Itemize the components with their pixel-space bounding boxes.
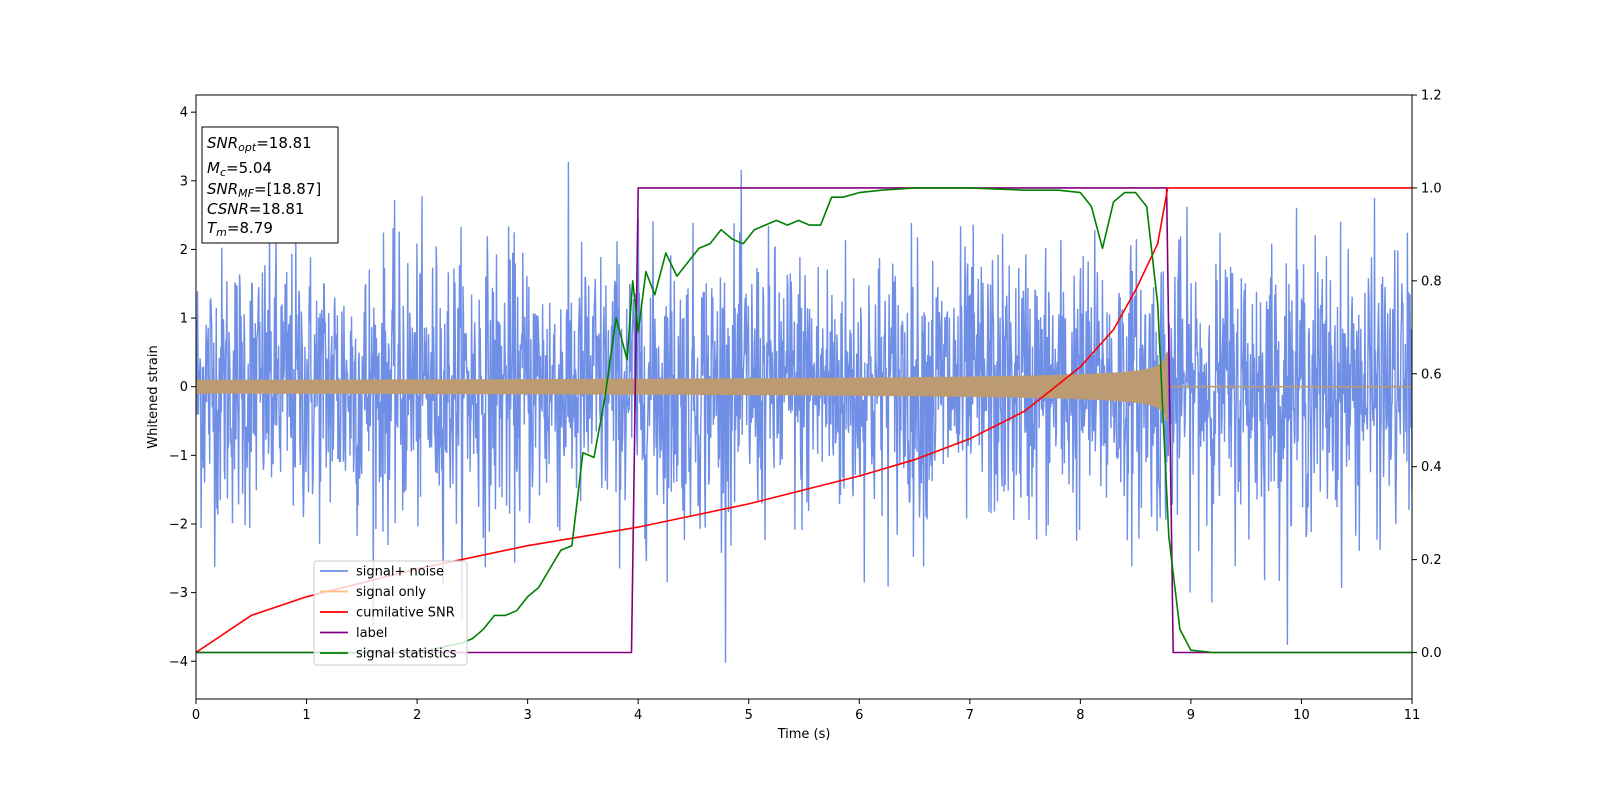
x-tick-label: 8 [1076,708,1084,723]
y-tick-label-left: −4 [169,655,188,670]
x-tick-label: 4 [634,708,642,723]
x-tick-label: 3 [523,708,531,723]
y-tick-label-left: −3 [169,586,188,601]
legend-entry-label: label [356,626,387,641]
series-signal-only-band [196,351,1168,423]
y-tick-label-right: 0.4 [1421,460,1442,475]
y-tick-label-right: 0.0 [1421,646,1442,661]
legend-entry-label: signal only [356,585,426,600]
legend: signal+ noise signal only cumilative SNR la… [313,560,468,666]
x-tick-label: 1 [302,708,310,723]
x-tick-label: 7 [966,708,974,723]
legend-entry-label: signal+ noise [356,565,444,580]
y-tick-label-right: 0.2 [1421,553,1442,568]
series-signal-statistics [196,187,1412,654]
y-axis-label: Whitened strain [146,345,161,448]
info-box-line: SNRMF=[18.87] [207,180,321,200]
y-tick-label-right: 0.8 [1421,274,1442,289]
x-tick-label: 11 [1404,708,1421,723]
ticks-layer: 0 1 2 3 4 5 6 7 8 9 10 1143210−1−2−3−41.21.00.80.60… [169,89,1442,724]
y-tick-label-left: 2 [180,243,188,258]
x-tick-label: 5 [745,708,753,723]
info-box-line: SNRopt=18.81 [207,134,312,154]
plot-frame [195,94,1413,700]
y-tick-label-left: 0 [180,380,188,395]
info-box: SNRopt=18.81 Mc=5.04SNRMF=[18.87]CSNR=18.… [201,126,339,244]
y-tick-label-right: 1.0 [1421,181,1442,196]
x-tick-label: 0 [192,708,200,723]
x-tick-label: 2 [413,708,421,723]
y-tick-label-left: 4 [180,106,188,121]
y-tick-label-left: −1 [169,449,188,464]
info-box-line: Mc=5.04 [207,159,272,179]
legend-entry-label: signal statistics [356,647,457,662]
x-tick-label: 10 [1293,708,1310,723]
y-tick-label-right: 1.2 [1421,89,1442,104]
y-tick-label-left: −2 [169,517,188,532]
series-layer [196,161,1412,663]
info-box-line: Tm=8.79 [207,219,273,239]
x-tick-label: 6 [855,708,863,723]
x-axis-label: Time (s) [777,727,831,742]
x-tick-label: 9 [1187,708,1195,723]
y-tick-label-left: 1 [180,312,188,327]
y-tick-label-right: 0.6 [1421,367,1442,382]
info-box-line: CSNR=18.81 [207,200,304,218]
y-tick-label-left: 3 [180,174,188,189]
info-box-frame [201,126,339,244]
legend-entry-label: cumilative SNR [356,606,455,621]
legend-frame [313,560,468,666]
